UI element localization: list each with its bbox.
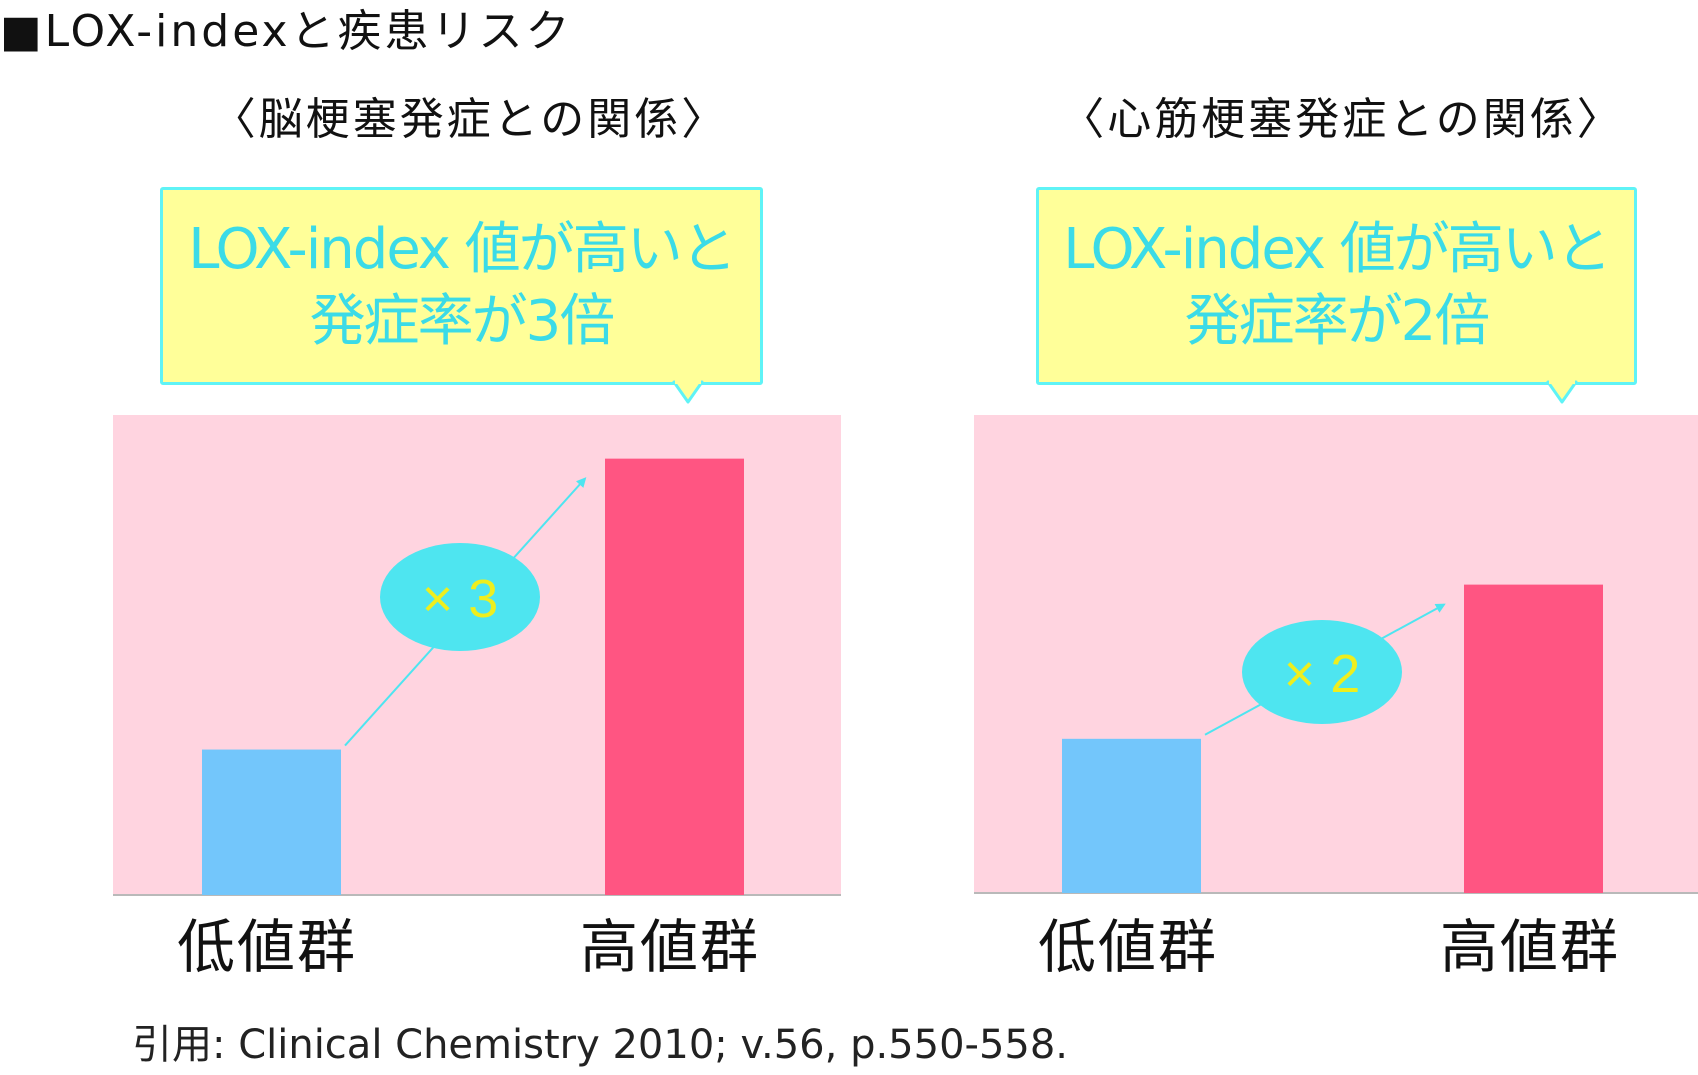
ratio-badge-mi — [1242, 620, 1402, 724]
callout-stroke: LOX-index 値が高いと 発症率が3倍 — [160, 187, 763, 385]
category-label-high-mi: 高値群 — [1439, 913, 1621, 981]
page-title: ■LOX-indexと疾患リスク — [0, 6, 573, 57]
callout-stroke-line-1: LOX-index 値が高いと — [188, 217, 736, 282]
callout-mi-tail — [1546, 380, 1578, 404]
bar-high-mi — [1464, 584, 1603, 893]
chart-title-mi: 〈心筋梗塞発症との関係〉 — [1060, 94, 1624, 145]
ratio-badge-stroke — [380, 543, 540, 651]
bar-high-stroke — [605, 458, 744, 895]
citation: 引用: Clinical Chemistry 2010; v.56, p.550… — [132, 1022, 1069, 1068]
callout-mi-line-1: LOX-index 値が高いと — [1063, 217, 1611, 282]
ratio-badge-label-mi: × 2 — [1284, 644, 1361, 704]
callout-stroke-tail — [672, 380, 704, 404]
bar-low-stroke — [202, 749, 341, 895]
callout-stroke-line-2: 発症率が3倍 — [309, 289, 616, 354]
callout-mi-line-2: 発症率が2倍 — [1184, 289, 1491, 354]
callout-mi: LOX-index 値が高いと 発症率が2倍 — [1036, 187, 1637, 385]
category-label-high-stroke: 高値群 — [579, 913, 761, 981]
bar-low-mi — [1062, 738, 1201, 893]
ratio-badge-label-stroke: × 3 — [422, 569, 499, 629]
category-label-low-mi: 低値群 — [1037, 913, 1219, 981]
category-label-low-stroke: 低値群 — [176, 913, 358, 981]
chart-title-stroke: 〈脳梗塞発症との関係〉 — [211, 94, 729, 145]
